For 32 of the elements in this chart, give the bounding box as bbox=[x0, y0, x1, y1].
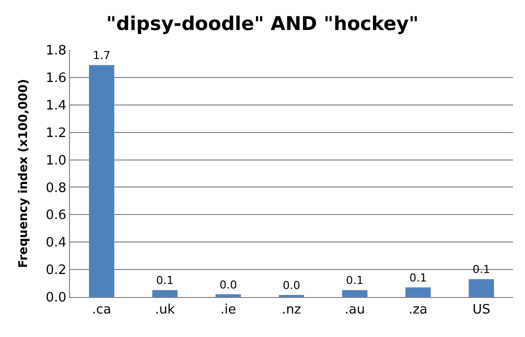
data-label: 0.0 bbox=[282, 279, 300, 292]
data-label: 0.1 bbox=[409, 271, 427, 284]
y-tick-label: 0.4 bbox=[46, 236, 66, 251]
bar bbox=[216, 294, 241, 297]
y-axis-title: Frequency index (x100,000) bbox=[16, 78, 30, 268]
y-tick-label: 0.8 bbox=[46, 180, 66, 196]
y-tick-label: 1.4 bbox=[46, 98, 66, 114]
data-label: 0.1 bbox=[472, 263, 490, 276]
y-tick-label: 0.6 bbox=[46, 208, 66, 224]
y-tick-label: 1.0 bbox=[46, 153, 66, 168]
data-label: 0.0 bbox=[219, 278, 237, 292]
x-tick-label: .uk bbox=[154, 302, 176, 318]
data-label: 0.1 bbox=[156, 274, 174, 288]
bar bbox=[88, 65, 114, 297]
y-tick-label: 0.2 bbox=[46, 263, 66, 278]
data-label: 1.7 bbox=[92, 49, 110, 62]
x-tick-label: .nz bbox=[282, 302, 302, 318]
chart-title: "dipsy-doodle" AND "hockey" bbox=[106, 13, 419, 36]
y-tick-label: 1.6 bbox=[46, 70, 66, 86]
x-tick-label: US bbox=[472, 302, 490, 318]
y-tick-label: 1.2 bbox=[46, 126, 66, 141]
bar bbox=[405, 287, 431, 297]
x-tick-label: .ie bbox=[220, 302, 236, 318]
y-tick-label: 1.8 bbox=[46, 44, 66, 59]
x-tick-label: .ca bbox=[92, 302, 112, 318]
y-tick-label: 0.0 bbox=[46, 290, 66, 306]
bar bbox=[468, 279, 494, 297]
bar bbox=[342, 290, 368, 297]
x-tick-label: .au bbox=[344, 302, 365, 318]
bar bbox=[152, 290, 178, 297]
data-label: 0.1 bbox=[346, 274, 364, 288]
x-tick-label: .za bbox=[408, 302, 428, 318]
